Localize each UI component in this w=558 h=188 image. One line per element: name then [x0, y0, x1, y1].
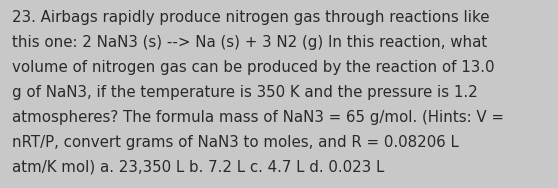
Text: nRT/P, convert grams of NaN3 to moles, and R = 0.08206 L: nRT/P, convert grams of NaN3 to moles, a…	[12, 135, 459, 150]
Text: this one: 2 NaN3 (s) --> Na (s) + 3 N2 (g) In this reaction, what: this one: 2 NaN3 (s) --> Na (s) + 3 N2 (…	[12, 35, 487, 50]
Text: atmospheres? The formula mass of NaN3 = 65 g/mol. (Hints: V =: atmospheres? The formula mass of NaN3 = …	[12, 110, 504, 125]
Text: volume of nitrogen gas can be produced by the reaction of 13.0: volume of nitrogen gas can be produced b…	[12, 60, 494, 75]
Text: 23. Airbags rapidly produce nitrogen gas through reactions like: 23. Airbags rapidly produce nitrogen gas…	[12, 10, 489, 25]
Text: g of NaN3, if the temperature is 350 K and the pressure is 1.2: g of NaN3, if the temperature is 350 K a…	[12, 85, 478, 100]
Text: atm/K mol) a. 23,350 L b. 7.2 L c. 4.7 L d. 0.023 L: atm/K mol) a. 23,350 L b. 7.2 L c. 4.7 L…	[12, 160, 384, 175]
